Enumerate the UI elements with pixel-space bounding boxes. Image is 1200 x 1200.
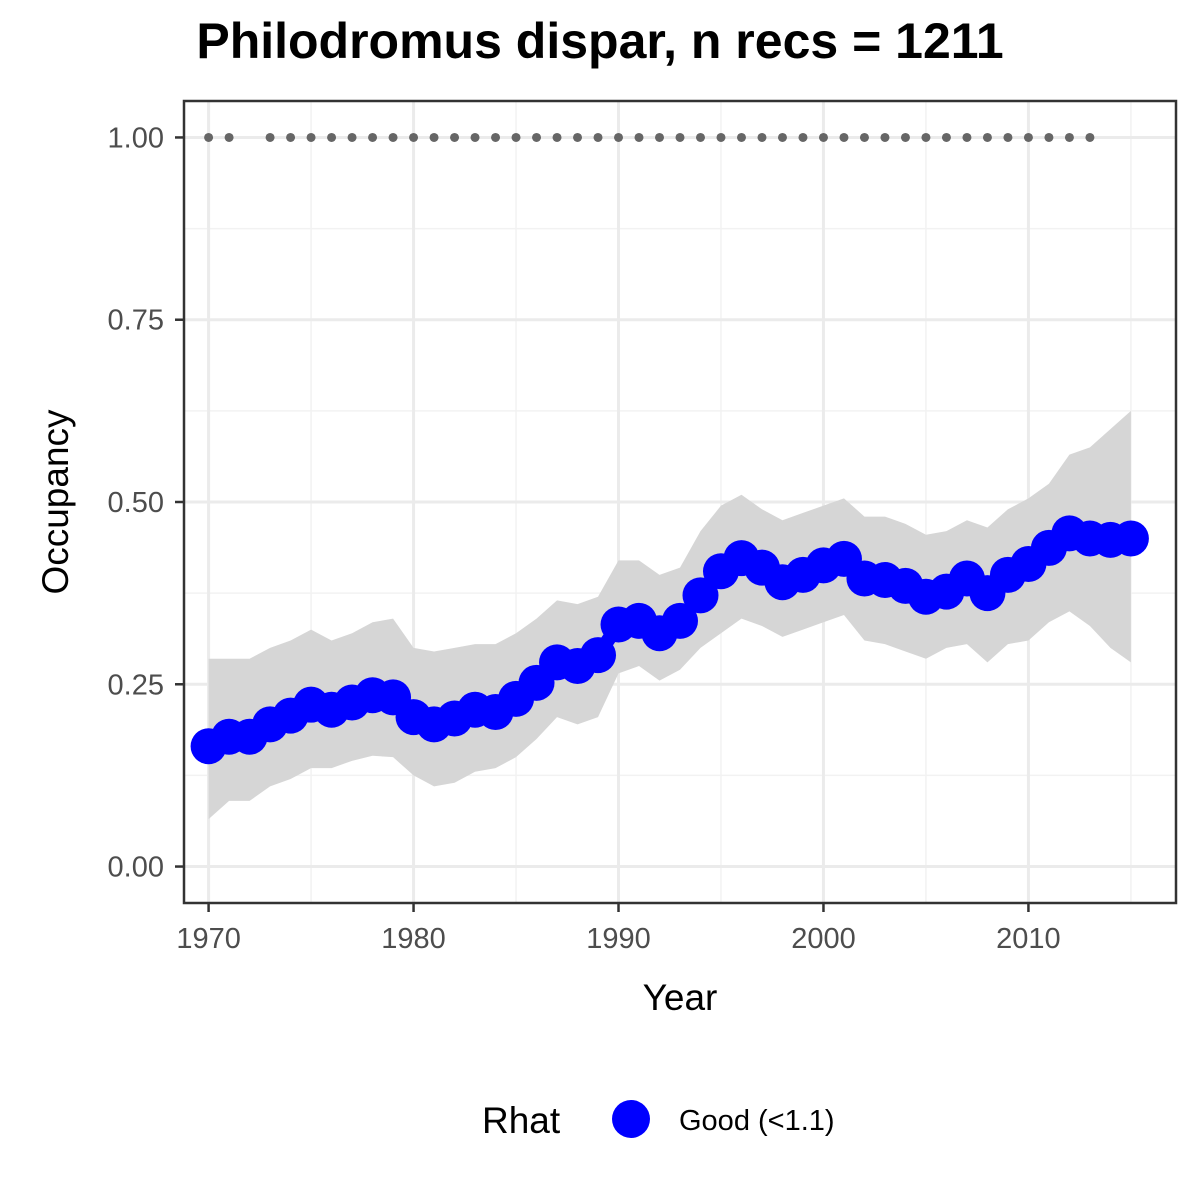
legend-title: Rhat [482, 1100, 561, 1141]
record-dot [818, 132, 828, 142]
record-dot [552, 132, 562, 142]
record-dot [409, 132, 419, 142]
axis-ticks: 1970 1980 1990 2000 2010 0.00 0.25 0.50 0.75 1.00 [108, 122, 1061, 955]
record-dot [1003, 132, 1013, 142]
record-dot [757, 132, 767, 142]
record-dot [532, 132, 542, 142]
legend: Rhat Good (<1.1) [482, 1100, 835, 1141]
legend-key-good [612, 1100, 650, 1138]
record-dot [491, 132, 501, 142]
record-dot [347, 132, 357, 142]
x-tick-label: 2010 [996, 923, 1061, 955]
chart-title: Philodromus dispar, n recs = 1211 [196, 13, 1004, 69]
record-dot [1064, 132, 1074, 142]
record-dot [265, 132, 275, 142]
record-dot [880, 132, 890, 142]
record-dot [286, 132, 296, 142]
occupancy-point [682, 577, 719, 614]
record-dot [388, 132, 398, 142]
record-dot [368, 132, 378, 142]
record-dot [224, 132, 234, 142]
x-tick-label: 1990 [586, 923, 651, 955]
record-dot [982, 132, 992, 142]
occupancy-point [662, 602, 698, 639]
record-dot [470, 132, 480, 142]
record-dot [839, 132, 849, 142]
record-dot [1085, 132, 1095, 142]
record-dot [634, 132, 644, 142]
legend-label-good: Good (<1.1) [679, 1105, 835, 1137]
record-dot [921, 132, 931, 142]
record-dot [511, 132, 521, 142]
record-dot [675, 132, 685, 142]
record-dot [716, 132, 726, 142]
x-tick-label: 1970 [176, 923, 241, 955]
x-tick-label: 2000 [791, 923, 856, 955]
record-dots-group [204, 132, 1095, 142]
record-dot [655, 132, 665, 142]
record-dot [204, 132, 214, 142]
record-dot [327, 132, 337, 142]
record-dot [736, 132, 746, 142]
x-tick-label: 1980 [381, 923, 446, 955]
y-tick-label: 0.50 [108, 487, 164, 519]
y-tick-label: 0.00 [108, 852, 164, 884]
y-axis-title: Occupancy [35, 409, 76, 595]
record-dot [1044, 132, 1054, 142]
y-tick-label: 1.00 [108, 122, 164, 154]
record-dot [798, 132, 808, 142]
record-dot [573, 132, 583, 142]
occupancy-point [1112, 520, 1149, 557]
record-dot [695, 132, 705, 142]
record-dot [614, 132, 624, 142]
occupancy-series-group [190, 515, 1149, 765]
occupancy-point [580, 637, 617, 674]
record-dot [306, 132, 316, 142]
y-tick-label: 0.25 [108, 669, 164, 701]
record-dot [900, 132, 910, 142]
record-dot [429, 132, 439, 142]
x-axis-title: Year [643, 977, 718, 1018]
record-dot [777, 132, 787, 142]
record-dot [593, 132, 603, 142]
record-dot [1023, 132, 1033, 142]
record-dot [941, 132, 951, 142]
y-tick-label: 0.75 [108, 305, 164, 337]
record-dot [962, 132, 972, 142]
record-dot [859, 132, 869, 142]
record-dot [450, 132, 460, 142]
